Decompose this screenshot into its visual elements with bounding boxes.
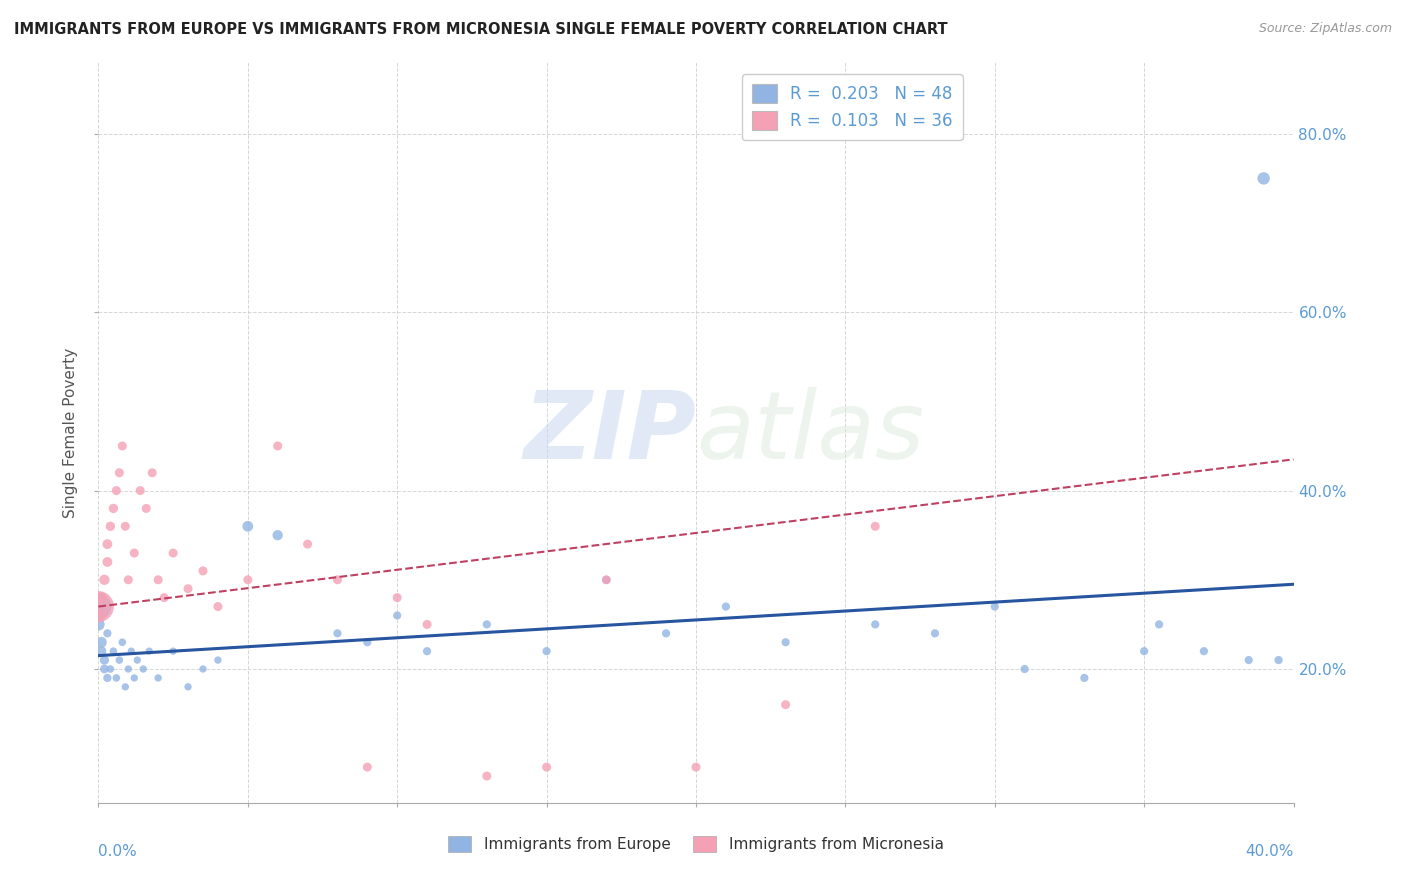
Point <box>127 653 149 667</box>
Point <box>267 528 290 542</box>
Point <box>96 626 118 640</box>
Point <box>93 662 115 676</box>
Point <box>98 662 122 676</box>
Point <box>685 760 707 774</box>
Point <box>105 671 128 685</box>
Point <box>98 519 122 533</box>
Text: 40.0%: 40.0% <box>1246 844 1294 858</box>
Point <box>96 555 118 569</box>
Point <box>595 573 617 587</box>
Text: atlas: atlas <box>696 387 924 478</box>
Point <box>124 546 146 560</box>
Point <box>191 662 214 676</box>
Point <box>162 546 184 560</box>
Point <box>162 644 184 658</box>
Text: IMMIGRANTS FROM EUROPE VS IMMIGRANTS FROM MICRONESIA SINGLE FEMALE POVERTY CORRE: IMMIGRANTS FROM EUROPE VS IMMIGRANTS FRO… <box>14 22 948 37</box>
Point <box>138 644 160 658</box>
Point <box>1192 644 1215 658</box>
Point <box>114 519 136 533</box>
Point <box>90 591 112 605</box>
Legend: Immigrants from Europe, Immigrants from Micronesia: Immigrants from Europe, Immigrants from … <box>443 830 949 858</box>
Point <box>90 635 112 649</box>
Point <box>148 573 170 587</box>
Text: ZIP: ZIP <box>523 386 696 479</box>
Point <box>141 466 163 480</box>
Point <box>177 582 200 596</box>
Point <box>1253 171 1275 186</box>
Point <box>108 466 131 480</box>
Point <box>924 626 946 640</box>
Point <box>93 573 115 587</box>
Point <box>1133 644 1156 658</box>
Point <box>416 617 439 632</box>
Point <box>326 573 349 587</box>
Text: 0.0%: 0.0% <box>98 844 138 858</box>
Point <box>416 644 439 658</box>
Point <box>87 599 110 614</box>
Point <box>536 760 558 774</box>
Point <box>117 573 139 587</box>
Point <box>120 644 142 658</box>
Point <box>475 769 498 783</box>
Point <box>93 653 115 667</box>
Point <box>865 617 887 632</box>
Point <box>207 599 229 614</box>
Point <box>103 501 125 516</box>
Text: Source: ZipAtlas.com: Source: ZipAtlas.com <box>1258 22 1392 36</box>
Point <box>475 617 498 632</box>
Point <box>96 537 118 551</box>
Point <box>1237 653 1260 667</box>
Point <box>356 760 378 774</box>
Point <box>865 519 887 533</box>
Point <box>90 644 112 658</box>
Point <box>111 635 134 649</box>
Point <box>984 599 1007 614</box>
Point <box>356 635 378 649</box>
Point <box>153 591 176 605</box>
Point <box>595 573 617 587</box>
Point <box>129 483 152 498</box>
Point <box>1267 653 1289 667</box>
Point <box>655 626 678 640</box>
Point <box>326 626 349 640</box>
Point <box>536 644 558 658</box>
Point <box>124 671 146 685</box>
Point <box>385 591 409 605</box>
Point <box>267 439 290 453</box>
Point <box>1014 662 1036 676</box>
Point <box>87 608 110 623</box>
Point <box>714 599 737 614</box>
Point <box>775 635 797 649</box>
Point <box>385 608 409 623</box>
Point <box>117 662 139 676</box>
Point <box>297 537 319 551</box>
Point <box>236 573 259 587</box>
Point <box>177 680 200 694</box>
Point <box>114 680 136 694</box>
Point <box>111 439 134 453</box>
Point <box>775 698 797 712</box>
Point <box>1073 671 1095 685</box>
Point <box>207 653 229 667</box>
Point <box>87 599 110 614</box>
Point <box>236 519 259 533</box>
Point <box>103 644 125 658</box>
Point <box>108 653 131 667</box>
Point <box>1147 617 1170 632</box>
Point <box>148 671 170 685</box>
Point <box>87 617 110 632</box>
Y-axis label: Single Female Poverty: Single Female Poverty <box>63 348 79 517</box>
Point <box>105 483 128 498</box>
Point <box>191 564 214 578</box>
Point <box>132 662 155 676</box>
Point <box>135 501 157 516</box>
Point <box>96 671 118 685</box>
